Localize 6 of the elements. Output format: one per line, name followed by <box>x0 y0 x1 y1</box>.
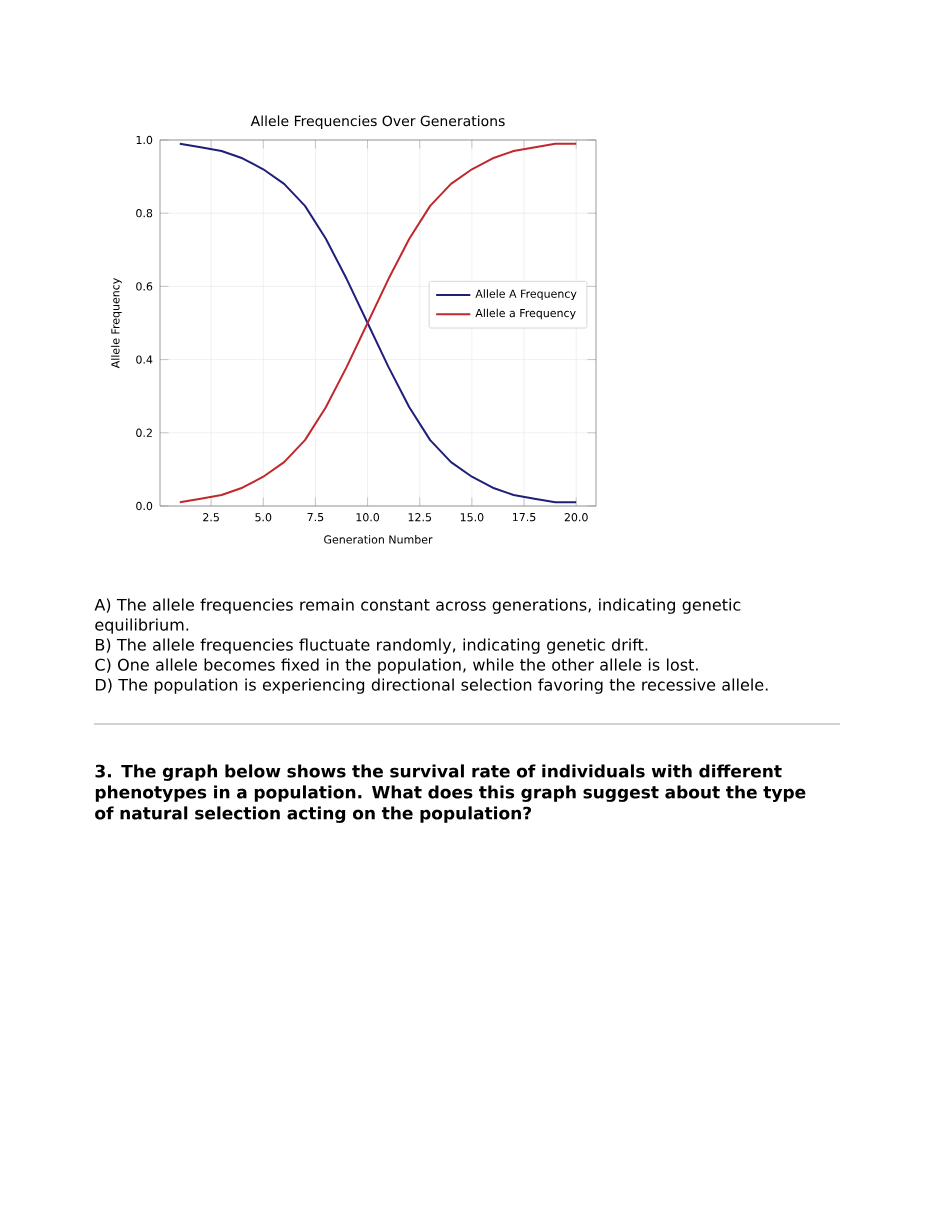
text: A) The allele frequencies remain constant across generations, indicating genetic equilibrium. <box>94 598 741 634</box>
text: B) The allele frequencies fluctuate randomly, indicating genetic drift. <box>95 638 648 654</box>
line-series <box>178 142 578 504</box>
text: D) The population is experiencing directional selection favoring the recessive allele. <box>95 678 768 694</box>
text: C) One allele becomes fixed in the population, while the other allele is lost. <box>95 658 698 674</box>
text: 3. The graph below shows the survival rate of individuals with different phenotypes in a population. What does this graph suggest about the type of natural selection acting on the population? <box>95 764 806 823</box>
